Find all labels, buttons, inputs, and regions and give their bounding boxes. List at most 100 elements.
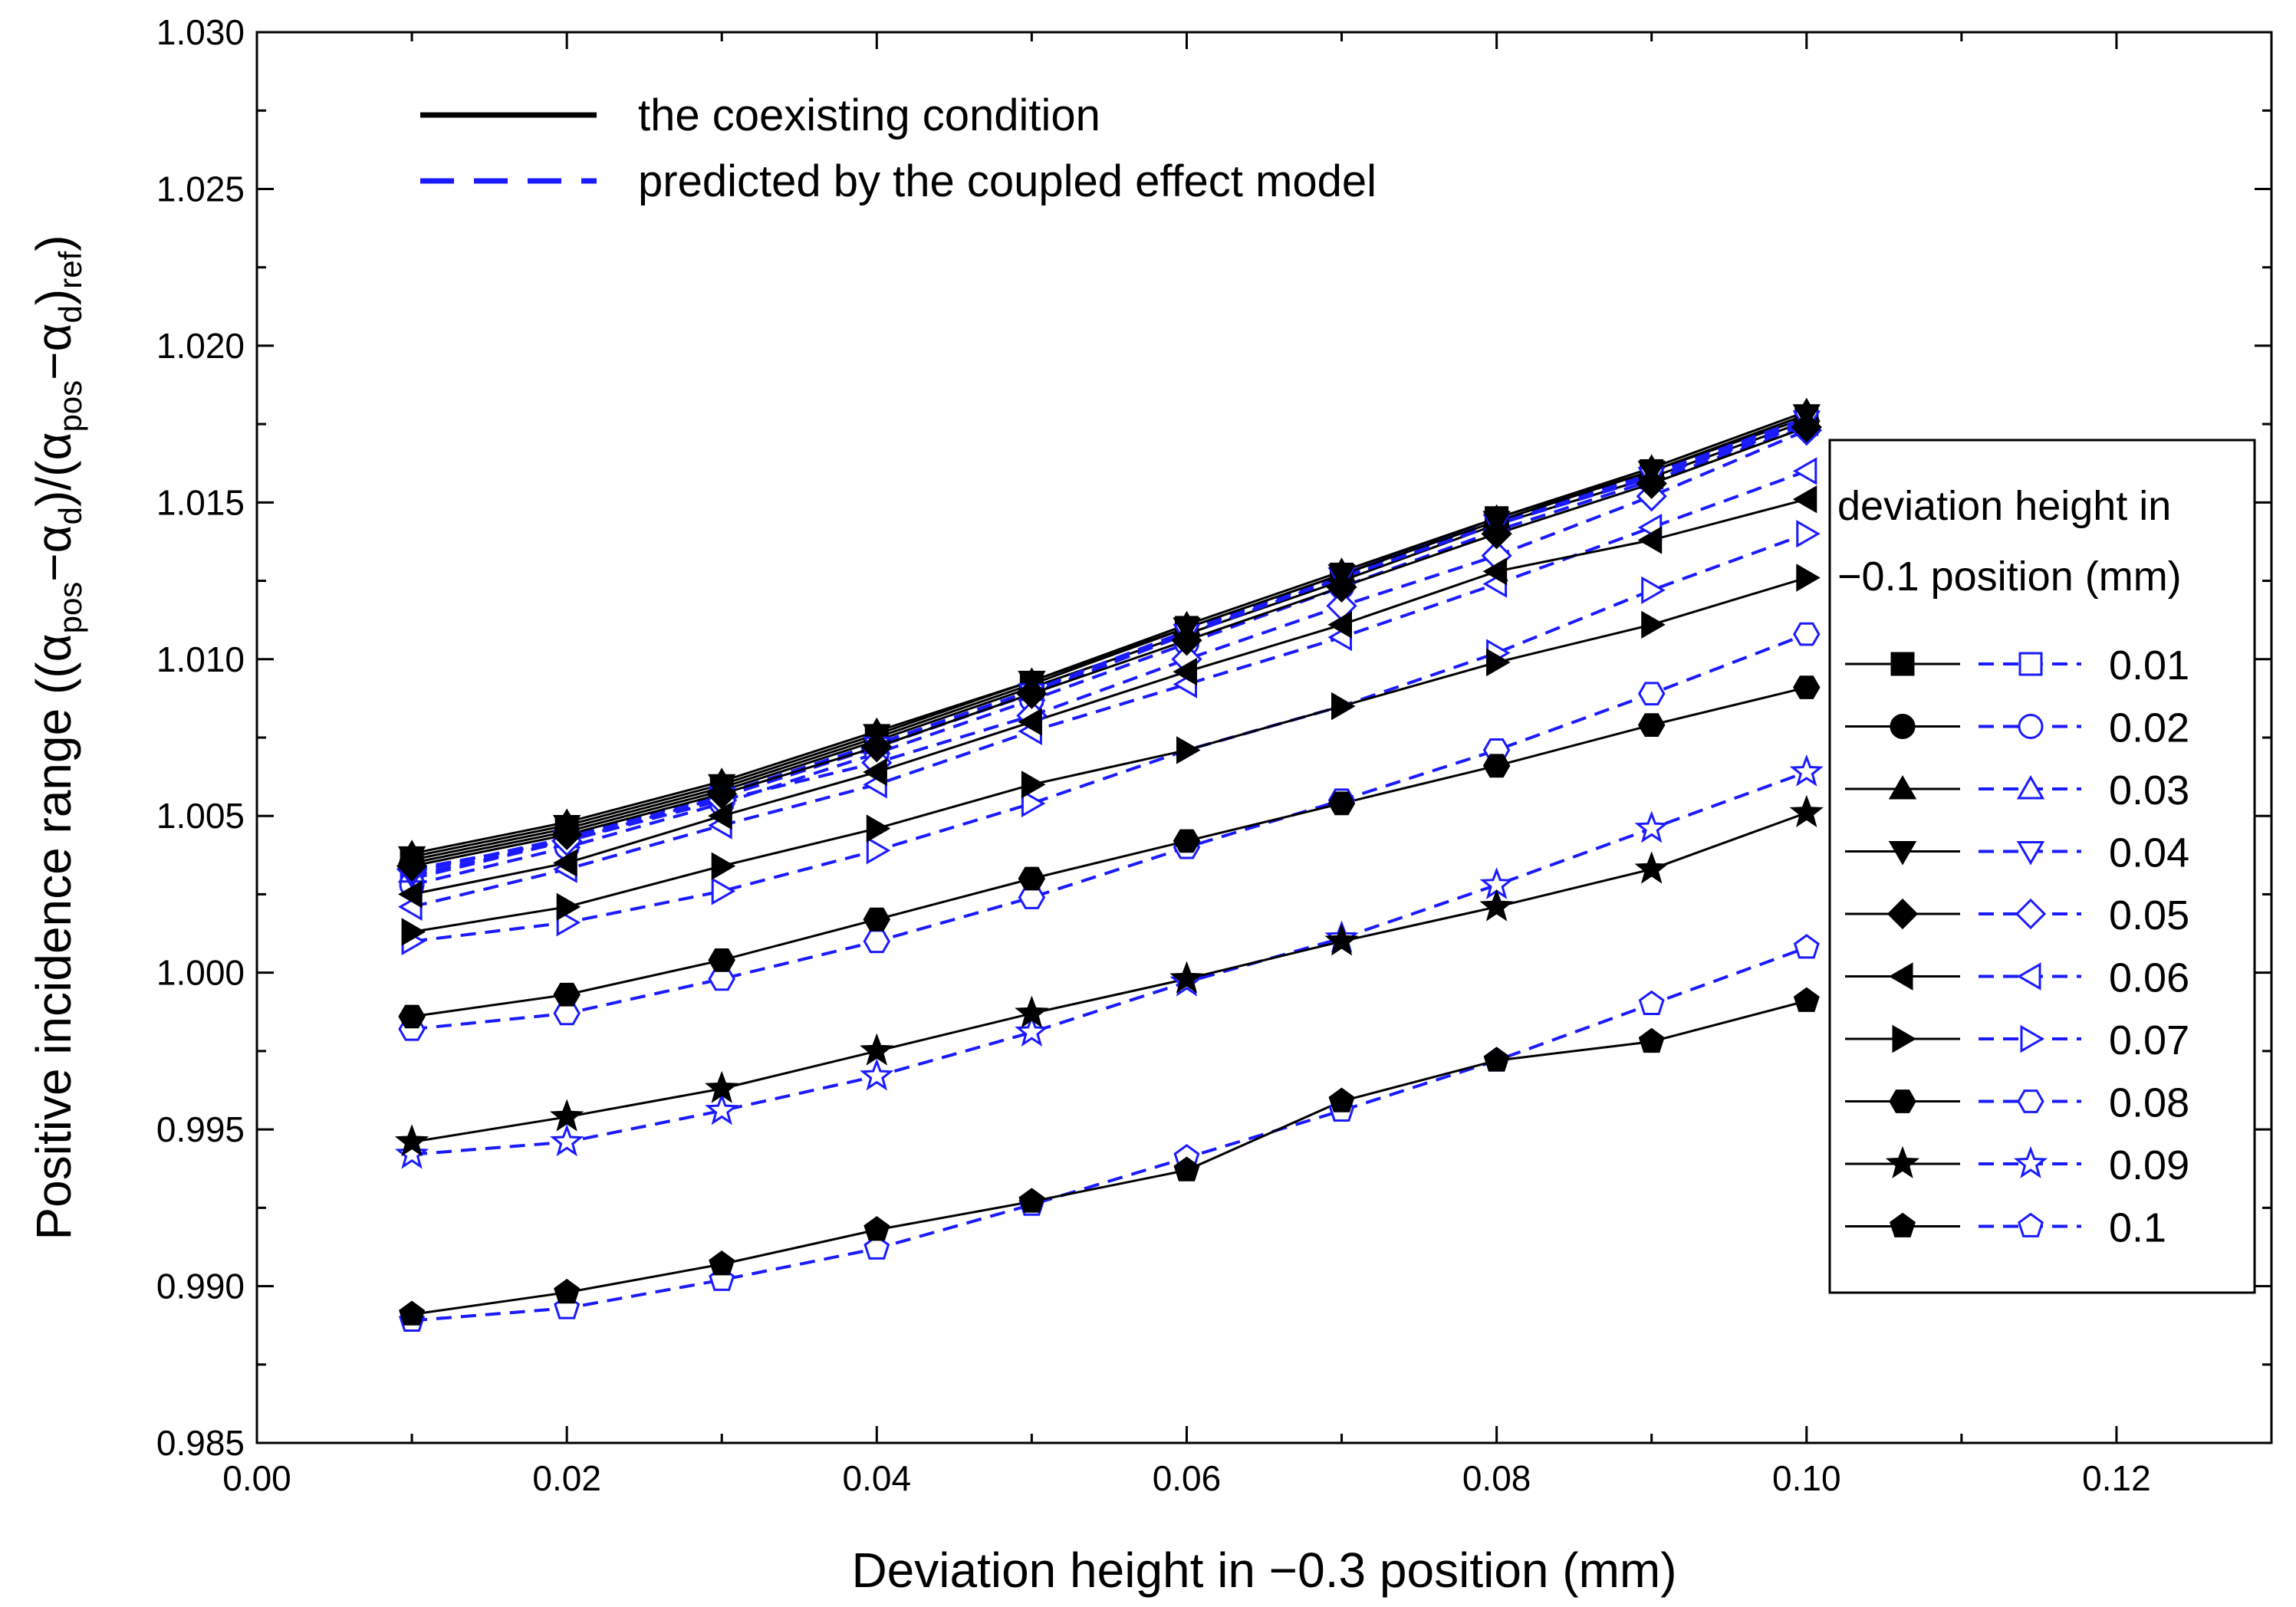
coexisting-point-0.1 — [1638, 1027, 1665, 1053]
legend-filled-marker-0.07 — [1892, 1024, 1916, 1053]
coexisting-point-0.05 — [1326, 571, 1357, 603]
coexisting-line-0.03 — [411, 410, 1808, 855]
legend-open-marker-0.06 — [2017, 962, 2041, 991]
coexisting-line-0.04 — [411, 413, 1808, 858]
legend-coexisting-label: the coexisting condition — [638, 90, 1100, 140]
legend-filled-marker-0.1 — [1890, 1212, 1916, 1237]
predicted-point-0.1 — [1793, 934, 1820, 959]
y-tick-label: 0.990 — [156, 1267, 245, 1306]
y-tick-label: 1.020 — [156, 326, 245, 366]
x-tick-label: 0.12 — [2082, 1458, 2151, 1498]
coexisting-point-0.05 — [396, 850, 428, 882]
predicted-point-0.07 — [711, 877, 736, 905]
legend-series-label: 0.08 — [2109, 1080, 2189, 1126]
coexisting-point-0.07 — [1176, 736, 1201, 764]
coexisting-point-0.1 — [1793, 987, 1820, 1012]
coexisting-point-0.05 — [551, 819, 583, 850]
predicted-point-0.07 — [1641, 576, 1666, 604]
coexisting-point-0.05 — [1481, 518, 1512, 550]
coexisting-point-0.09 — [394, 1124, 429, 1157]
predicted-point-0.07 — [1021, 789, 1046, 818]
predicted-point-0.06 — [1792, 457, 1817, 485]
coexisting-point-0.1 — [1483, 1047, 1510, 1072]
coexisting-point-0.05 — [706, 778, 738, 810]
coexisting-point-0.09 — [1479, 889, 1514, 922]
coexisting-point-0.1 — [1173, 1156, 1200, 1181]
coexisting-point-0.1 — [709, 1250, 735, 1276]
y-axis-title: Positive incidence range ((αpos−αd)/(αpo… — [26, 235, 88, 1240]
coexisting-point-0.07 — [1796, 564, 1821, 592]
coexisting-line-0.02 — [411, 419, 1808, 865]
legend-filled-marker-0.04 — [1888, 841, 1917, 866]
coexisting-point-0.06 — [553, 849, 577, 877]
legend-series-label: 0.07 — [2109, 1017, 2189, 1063]
coexisting-line-0.06 — [411, 498, 1808, 896]
coexisting-point-0.05 — [861, 731, 893, 763]
y-axis-ticks: 0.985 0.990 0.995 1.000 1.005 1.010 1.015 1.020… — [156, 12, 2271, 1463]
legend-series-label: 0.02 — [2109, 705, 2189, 751]
plot-markers — [394, 397, 1824, 1332]
legend-series-label: 0.01 — [2109, 642, 2189, 688]
predicted-point-0.07 — [866, 836, 891, 865]
coexisting-point-0.09 — [1169, 961, 1204, 994]
coexisting-point-0.07 — [1331, 692, 1356, 721]
coexisting-point-0.08 — [398, 1004, 426, 1029]
predicted-line-0.09 — [411, 771, 1808, 1156]
coexisting-line-0.08 — [411, 686, 1808, 1018]
coexisting-point-0.1 — [399, 1300, 426, 1326]
legend-filled-marker-0.08 — [1889, 1089, 1916, 1113]
coexisting-point-0.07 — [866, 814, 891, 843]
x-tick-label: 0.08 — [1462, 1458, 1531, 1498]
coexisting-point-0.05 — [1791, 412, 1822, 443]
predicted-line-0.08 — [411, 633, 1808, 1031]
coexisting-point-0.09 — [705, 1070, 739, 1103]
coexisting-point-0.06 — [1482, 557, 1508, 586]
legend-open-marker-0.03 — [2016, 775, 2045, 800]
coexisting-point-0.08 — [708, 948, 735, 972]
x-tick-label: 0.02 — [532, 1458, 601, 1498]
coexisting-point-0.05 — [1016, 678, 1048, 709]
coexisting-point-0.06 — [1327, 610, 1352, 639]
legend-open-marker-0.04 — [2016, 841, 2045, 866]
coexisting-point-0.09 — [1634, 851, 1669, 884]
coexisting-point-0.07 — [1021, 771, 1046, 799]
coexisting-point-0.06 — [398, 880, 423, 909]
coexisting-point-0.08 — [1018, 866, 1046, 891]
predicted-point-0.08 — [1793, 622, 1821, 646]
coexisting-point-0.09 — [860, 1033, 894, 1066]
y-tick-label: 1.030 — [156, 12, 245, 52]
coexisting-point-0.08 — [1793, 675, 1821, 699]
coexisting-point-0.06 — [1018, 708, 1042, 736]
x-axis-ticks: 0.00 0.02 0.04 0.06 0.08 0.10 0.12 — [222, 32, 2151, 1498]
predicted-point-0.09 — [1015, 1014, 1049, 1047]
predicted-point-0.09 — [860, 1058, 894, 1091]
legend-series-label: 0.05 — [2109, 892, 2189, 938]
y-tick-label: 1.010 — [156, 639, 245, 679]
coexisting-point-0.08 — [1173, 829, 1201, 853]
predicted-point-0.1 — [863, 1234, 890, 1260]
legend-filled-marker-0.02 — [1890, 714, 1916, 739]
series-legend-title-line-2: −0.1 position (mm) — [1837, 554, 2182, 600]
x-tick-label: 0.04 — [843, 1458, 912, 1498]
coexisting-point-0.07 — [556, 892, 581, 921]
coexisting-point-0.1 — [1018, 1188, 1045, 1213]
legend-filled-marker-0.06 — [1889, 962, 1913, 991]
legend-filled-marker-0.05 — [1886, 898, 1919, 930]
legend-open-marker-0.07 — [2020, 1024, 2044, 1053]
y-tick-label: 0.985 — [156, 1423, 245, 1463]
legend-open-marker-0.08 — [2017, 1089, 2044, 1113]
coexisting-point-0.06 — [1792, 485, 1817, 514]
series-legend-entries: 0.01 0.02 0.03 0.04 0.05 0.06 0.07 0.08 0.09 0.1 — [1845, 642, 2189, 1251]
predicted-line-0.05 — [411, 429, 1808, 871]
predicted-point-0.09 — [705, 1093, 739, 1126]
coexisting-line-0.1 — [411, 1000, 1808, 1316]
coexisting-line-0.05 — [411, 426, 1808, 868]
coexisting-point-0.07 — [401, 918, 426, 946]
line-style-legend: the coexisting condition predicted by th… — [420, 90, 1377, 206]
x-axis-title: Deviation height in −0.3 position (mm) — [851, 1543, 1676, 1598]
x-tick-label: 0.06 — [1153, 1458, 1222, 1498]
coexisting-point-0.07 — [711, 852, 736, 880]
coexisting-point-0.08 — [1637, 713, 1666, 737]
predicted-point-0.07 — [1796, 520, 1821, 548]
